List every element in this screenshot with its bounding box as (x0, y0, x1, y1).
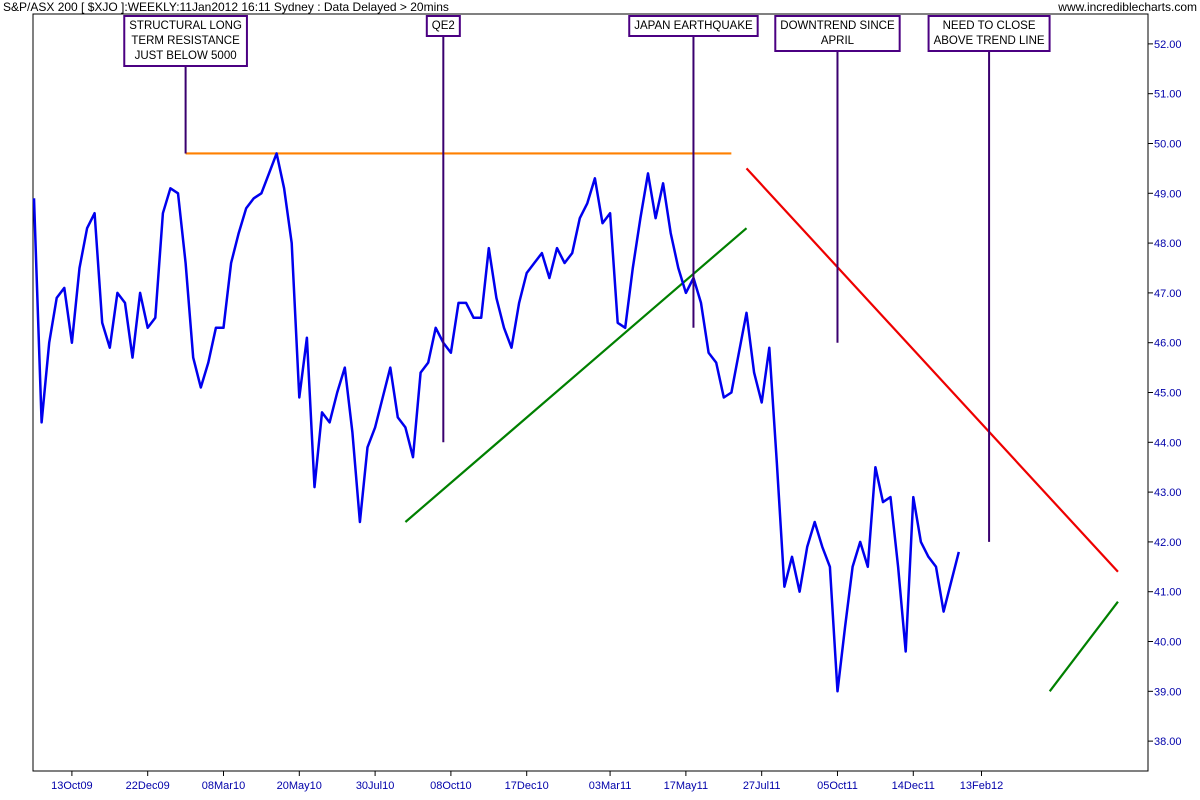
uptrend-trend-line (1048, 601, 1119, 692)
y-tick-label: 41.00 (1154, 587, 1182, 599)
trend-lines (185, 152, 1119, 692)
y-tick-label: 52.00 (1154, 39, 1182, 51)
annotation-box (123, 15, 248, 67)
annotation-box (927, 15, 1051, 52)
y-tick-label: 44.00 (1154, 437, 1182, 449)
x-tick-label: 13Feb12 (960, 780, 1003, 792)
x-tick-label: 08Mar10 (202, 780, 245, 792)
annotation-text: TERM RESISTANCE (131, 35, 240, 47)
y-tick-label: 47.00 (1154, 288, 1182, 300)
x-tick-label: 30Jul10 (356, 780, 395, 792)
annotation-callout: JAPAN EARTHQUAKE (628, 15, 759, 328)
annotation-box (628, 15, 759, 37)
x-tick-label: 27Jul11 (743, 780, 781, 792)
x-tick-label: 08Oct10 (430, 780, 472, 792)
annotations: STRUCTURAL LONG TERM RESISTANCE JUST BELOW… (123, 15, 1051, 542)
y-tick-label: 45.00 (1154, 388, 1182, 400)
annotation-callout: DOWNTREND SINCE APRIL (774, 15, 901, 343)
x-tick-label: 14Dec11 (892, 780, 935, 792)
annotation-text: QE2 (432, 20, 455, 32)
chart-title: S&P/ASX 200 [ $XJO ]:WEEKLY:11Jan2012 16… (3, 0, 449, 14)
x-tick-label: 05Oct11 (817, 780, 858, 792)
x-tick-label: 20May10 (277, 780, 322, 792)
price-line (32, 152, 961, 693)
x-tick-label: 03Mar11 (589, 780, 632, 792)
annotation-callout: STRUCTURAL LONG TERM RESISTANCE JUST BELOW… (123, 15, 248, 154)
x-tick-label: 22Dec09 (126, 780, 170, 792)
y-tick-label: 42.00 (1154, 537, 1182, 549)
y-tick-label: 50.00 (1154, 138, 1182, 150)
y-tick-label: 40.00 (1154, 637, 1182, 649)
annotation-callout: NEED TO CLOSE ABOVE TREND LINE (927, 15, 1051, 542)
y-tick-label: 38.00 (1154, 736, 1182, 748)
annotation-text: ABOVE TREND LINE (934, 35, 1045, 47)
annotation-callout: QE2 (425, 15, 461, 443)
annotation-box (774, 15, 901, 52)
annotation-box (425, 15, 461, 37)
annotation-text: JUST BELOW 5000 (135, 50, 237, 62)
chart-axes: 38.00 39.00 40.00 41.00 42.00 43.00 44.00 45.00… (32, 13, 1182, 792)
x-tick-label: 17May11 (664, 780, 708, 792)
annotation-text: DOWNTREND SINCE (780, 20, 895, 32)
x-tick-label: 17Dec10 (505, 780, 549, 792)
y-tick-label: 49.00 (1154, 188, 1182, 200)
downtrend-trend-line (745, 167, 1119, 573)
site-url: www.incrediblecharts.com (1058, 0, 1197, 14)
y-tick-label: 43.00 (1154, 487, 1182, 499)
annotation-text: JAPAN EARTHQUAKE (634, 20, 753, 32)
annotation-text: STRUCTURAL LONG (129, 20, 242, 32)
x-tick-label: 13Oct09 (51, 780, 93, 792)
price-series (32, 152, 961, 693)
annotation-text: NEED TO CLOSE (943, 20, 1036, 32)
y-tick-label: 51.00 (1154, 89, 1182, 101)
uptrend-trend-line (404, 227, 748, 523)
y-tick-label: 39.00 (1154, 686, 1182, 698)
annotation-text: APRIL (821, 35, 855, 47)
y-tick-label: 48.00 (1154, 238, 1182, 250)
y-tick-label: 46.00 (1154, 338, 1182, 350)
plot-frame (32, 13, 1149, 772)
